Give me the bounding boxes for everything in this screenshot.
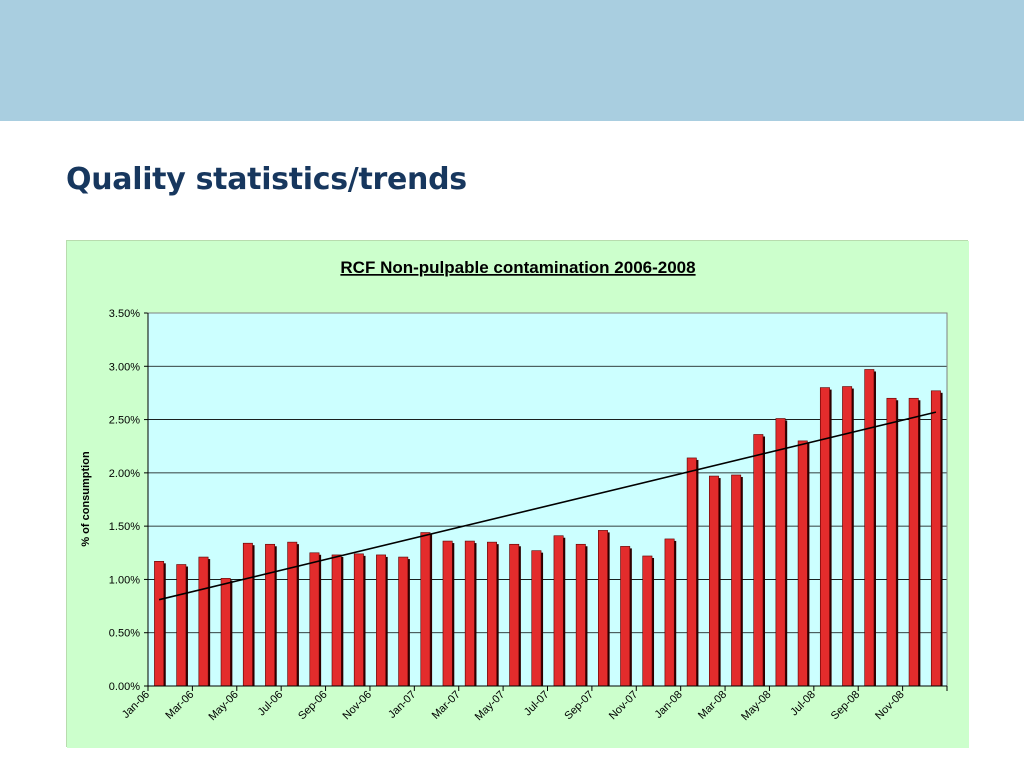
bar: [642, 555, 653, 687]
bar: [464, 540, 475, 687]
bar: [775, 418, 786, 687]
y-tick-label: 2.00%: [109, 468, 140, 480]
bar: [331, 554, 342, 687]
bar: [309, 552, 320, 687]
bar: [265, 543, 276, 687]
bar: [487, 541, 497, 687]
bar: [930, 390, 941, 687]
bar: [398, 556, 409, 687]
bar: [797, 440, 808, 687]
bar: [420, 532, 431, 687]
axes: [147, 312, 948, 691]
bar: [242, 542, 253, 687]
y-axis-label: % of consumption: [80, 451, 92, 547]
bar: [442, 540, 453, 687]
y-tick-label: 3.00%: [109, 361, 140, 373]
header-band: [0, 0, 1024, 121]
bar: [731, 474, 742, 687]
bar: [287, 541, 298, 687]
bar: [708, 475, 719, 687]
y-tick-label: 1.00%: [109, 574, 140, 586]
bar: [620, 546, 631, 687]
bar: [553, 535, 564, 687]
bar: [220, 578, 231, 687]
chart-svg: RCF Non-pulpable contamination 2006-2008…: [67, 241, 969, 748]
bar: [198, 556, 209, 687]
bar: [886, 397, 897, 687]
bar: [864, 369, 875, 687]
bar: [509, 543, 520, 687]
bar: [176, 564, 187, 687]
bar: [908, 397, 919, 687]
bar: [598, 530, 608, 687]
bar: [531, 550, 542, 687]
bar: [376, 554, 387, 687]
bar: [664, 538, 675, 687]
plot-area: [148, 313, 947, 686]
bar: [575, 543, 586, 687]
y-tick-label: 2.50%: [109, 415, 140, 427]
gridlines: [144, 312, 947, 687]
bar: [842, 386, 853, 687]
y-tick-label: 1.50%: [109, 521, 140, 533]
slide-title: Quality statistics/trends: [66, 162, 467, 197]
bar: [819, 387, 830, 687]
y-tick-label: 0.50%: [109, 628, 140, 640]
bar: [154, 561, 165, 687]
y-tick-label: 0.00%: [109, 681, 140, 693]
y-tick-labels: 0.00% 0.50% 1.00% 1.50% 2.00% 2.50% 3.00% 3.50%: [109, 308, 140, 693]
bar: [353, 553, 364, 687]
y-tick-label: 3.50%: [109, 308, 140, 320]
chart-title: RCF Non-pulpable contamination 2006-2008: [340, 258, 695, 277]
bar: [686, 457, 697, 687]
trendline: [158, 411, 937, 601]
chart-panel: RCF Non-pulpable contamination 2006-2008…: [66, 240, 969, 748]
bar: [753, 434, 764, 687]
